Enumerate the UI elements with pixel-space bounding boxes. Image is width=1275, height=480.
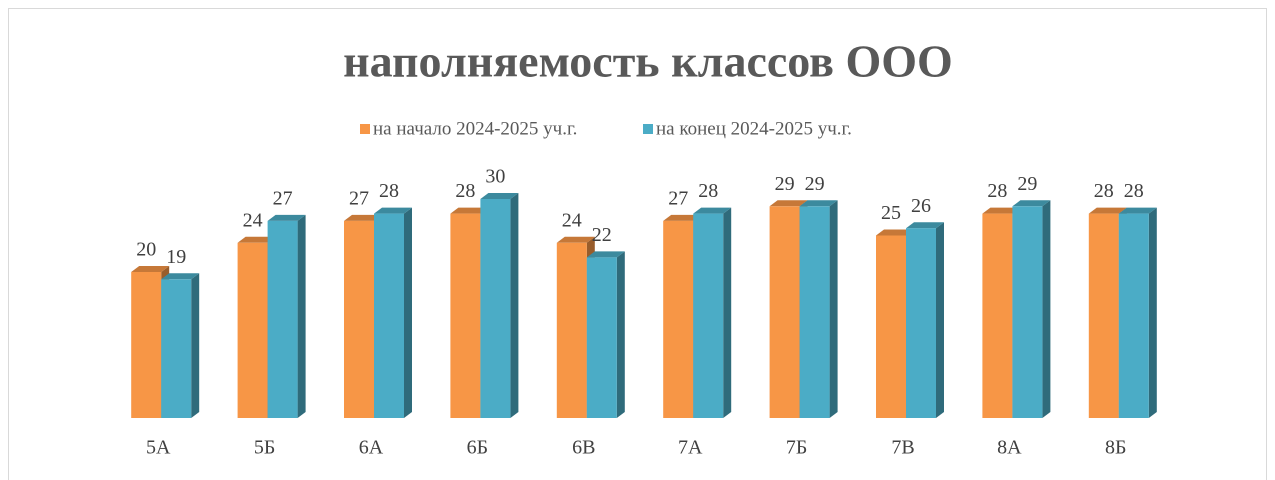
- value-label: 29: [805, 173, 825, 195]
- value-label: 29: [1017, 173, 1037, 195]
- bar: [161, 279, 192, 418]
- value-label: 25: [881, 202, 901, 224]
- bar: [693, 213, 724, 418]
- x-tick-label: 7В: [891, 437, 914, 459]
- bar-top: [693, 207, 732, 214]
- x-tick-label: 7Б: [786, 437, 807, 459]
- bar: [906, 228, 936, 418]
- bar: [374, 213, 404, 418]
- bar-top: [450, 207, 489, 214]
- bar: [876, 235, 906, 418]
- bar: [450, 213, 481, 418]
- bar: [769, 206, 800, 418]
- value-label: 24: [243, 209, 263, 231]
- value-label: 22: [592, 224, 612, 246]
- bar-top: [480, 193, 519, 199]
- bar-top: [769, 200, 808, 207]
- bar-top: [1118, 207, 1157, 214]
- bar: [267, 220, 298, 418]
- value-label: 30: [485, 166, 505, 188]
- legend-label: на конец 2024-2025 уч.г.: [656, 118, 852, 139]
- x-tick-label: 8Б: [1105, 437, 1126, 459]
- x-tick-label: 8А: [997, 437, 1022, 459]
- bar-side: [723, 207, 732, 418]
- bar-top: [586, 251, 625, 258]
- value-label: 20: [136, 239, 156, 261]
- bar-side: [404, 207, 412, 418]
- bar-side: [936, 222, 944, 418]
- value-label: 24: [562, 209, 582, 231]
- bar-top: [374, 207, 412, 214]
- bar: [586, 257, 617, 418]
- bar-side: [297, 214, 306, 418]
- bar-top: [1088, 207, 1127, 214]
- bar: [982, 213, 1013, 418]
- value-label: 29: [775, 173, 795, 195]
- legend-swatch: [360, 124, 370, 134]
- bar-top: [799, 200, 838, 207]
- bar: [799, 206, 830, 418]
- bar-top: [1012, 200, 1051, 207]
- x-tick-label: 6В: [572, 437, 595, 459]
- bar-top: [237, 236, 276, 243]
- bar-side: [191, 273, 200, 418]
- value-label: 28: [1124, 180, 1144, 202]
- bar: [663, 220, 694, 418]
- bar-side: [1148, 207, 1157, 418]
- x-tick-label: 5А: [146, 437, 171, 459]
- bar-top: [982, 207, 1021, 214]
- value-label: 27: [668, 187, 688, 209]
- bar-top: [344, 214, 382, 221]
- bar-side: [1042, 200, 1051, 418]
- bar: [237, 242, 268, 418]
- chart-title: наполняемость классов ООО: [343, 36, 953, 87]
- value-label: 28: [455, 180, 475, 202]
- bar-top: [906, 222, 944, 229]
- value-label: 28: [698, 180, 718, 202]
- value-label: 27: [349, 187, 369, 209]
- chart-border: [8, 8, 1267, 480]
- bar: [344, 220, 374, 418]
- bar: [480, 199, 511, 418]
- bar: [1012, 206, 1043, 418]
- bar-top: [161, 273, 200, 280]
- value-label: 28: [1094, 180, 1114, 202]
- value-label: 26: [911, 195, 931, 217]
- x-tick-label: 7А: [678, 437, 703, 459]
- value-label: 19: [166, 246, 186, 268]
- bar: [1088, 213, 1119, 418]
- bar-top: [663, 214, 702, 221]
- x-tick-label: 6А: [359, 437, 384, 459]
- bar-top: [876, 229, 914, 236]
- bar: [556, 242, 587, 418]
- bar-top: [131, 266, 170, 272]
- bar-top: [556, 236, 595, 243]
- legend-swatch: [643, 124, 653, 134]
- bar-side: [510, 193, 519, 418]
- bar-side: [829, 200, 838, 418]
- value-label: 28: [379, 180, 399, 202]
- value-label: 27: [273, 187, 293, 209]
- bar: [131, 272, 162, 418]
- legend-label: на начало 2024-2025 уч.г.: [373, 118, 577, 139]
- bar-top: [267, 214, 306, 221]
- bar: [1118, 213, 1149, 418]
- x-tick-label: 6Б: [467, 437, 488, 459]
- value-label: 28: [987, 180, 1007, 202]
- bar-side: [616, 251, 625, 418]
- x-tick-label: 5Б: [254, 437, 275, 459]
